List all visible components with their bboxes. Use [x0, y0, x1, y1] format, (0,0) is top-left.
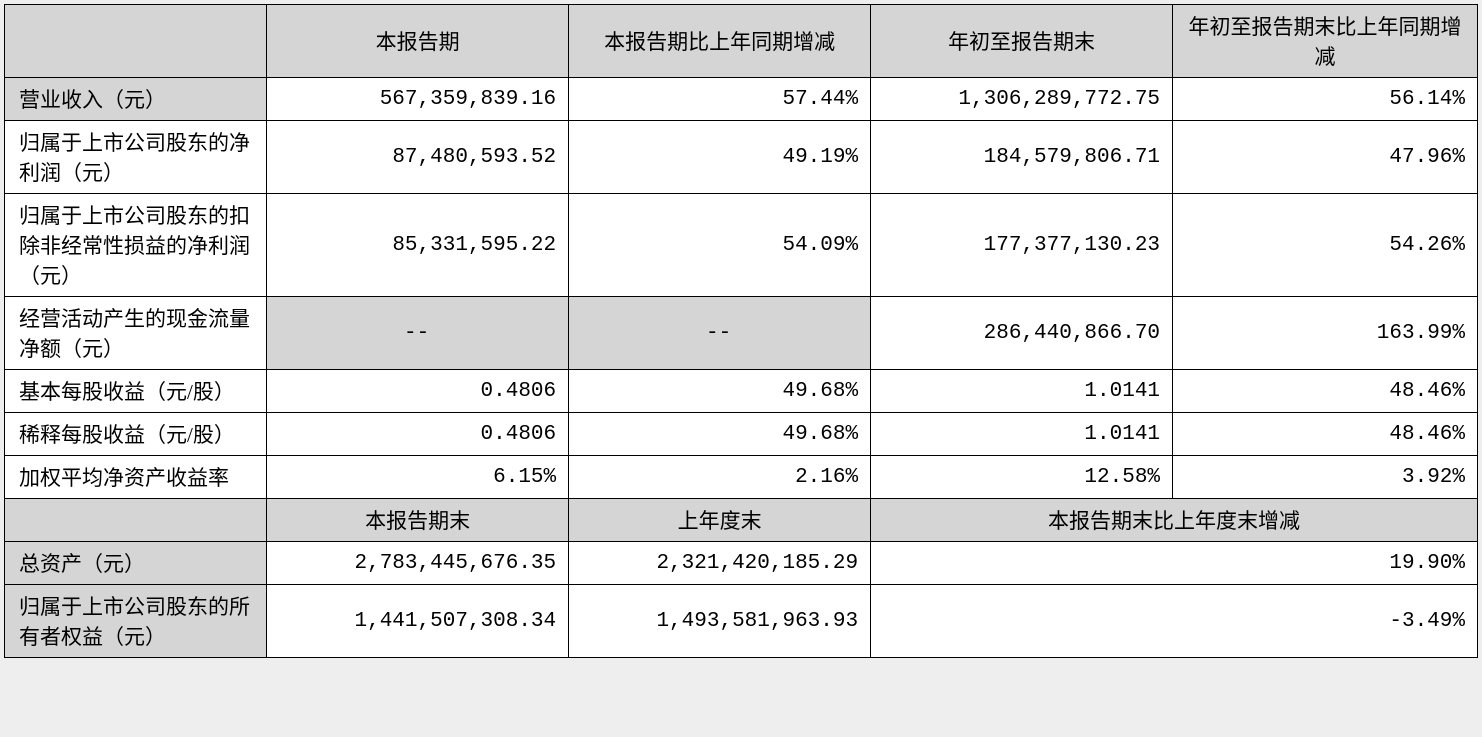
cell-value: 49.68% — [569, 413, 871, 456]
row-label: 营业收入（元） — [5, 78, 267, 121]
header-yoy-change: 本报告期比上年同期增减 — [569, 5, 871, 78]
cell-value: 567,359,839.16 — [267, 78, 569, 121]
cell-value: 49.68% — [569, 370, 871, 413]
cell-value: 286,440,866.70 — [871, 297, 1173, 370]
cell-value: 19.90% — [871, 542, 1478, 585]
cell-value: -- — [267, 297, 569, 370]
row-label: 总资产（元） — [5, 542, 267, 585]
header-prev-year-end: 上年度末 — [569, 499, 871, 542]
cell-value: 6.15% — [267, 456, 569, 499]
header-period-change: 本报告期末比上年度末增减 — [871, 499, 1478, 542]
table-row: 归属于上市公司股东的扣除非经常性损益的净利润（元） 85,331,595.22 … — [5, 194, 1478, 297]
cell-value: 1,306,289,772.75 — [871, 78, 1173, 121]
cell-value: 3.92% — [1173, 456, 1478, 499]
table-row: 加权平均净资产收益率 6.15% 2.16% 12.58% 3.92% — [5, 456, 1478, 499]
cell-value: 56.14% — [1173, 78, 1478, 121]
cell-value: 2,783,445,676.35 — [267, 542, 569, 585]
header-ytd-yoy: 年初至报告期末比上年同期增减 — [1173, 5, 1478, 78]
cell-value: -- — [569, 297, 871, 370]
table-row: 稀释每股收益（元/股） 0.4806 49.68% 1.0141 48.46% — [5, 413, 1478, 456]
header-period-end: 本报告期末 — [267, 499, 569, 542]
cell-value: 57.44% — [569, 78, 871, 121]
cell-value: 1,441,507,308.34 — [267, 585, 569, 658]
cell-value: 163.99% — [1173, 297, 1478, 370]
cell-value: 0.4806 — [267, 370, 569, 413]
table-header-row: 本报告期末 上年度末 本报告期末比上年度末增减 — [5, 499, 1478, 542]
cell-value: 85,331,595.22 — [267, 194, 569, 297]
table-row: 经营活动产生的现金流量净额（元） -- -- 286,440,866.70 16… — [5, 297, 1478, 370]
row-label: 归属于上市公司股东的净利润（元） — [5, 121, 267, 194]
row-label: 加权平均净资产收益率 — [5, 456, 267, 499]
cell-value: 87,480,593.52 — [267, 121, 569, 194]
row-label: 经营活动产生的现金流量净额（元） — [5, 297, 267, 370]
row-label: 归属于上市公司股东的所有者权益（元） — [5, 585, 267, 658]
header-blank — [5, 5, 267, 78]
header-current-period: 本报告期 — [267, 5, 569, 78]
header-blank — [5, 499, 267, 542]
cell-value: 177,377,130.23 — [871, 194, 1173, 297]
cell-value: 49.19% — [569, 121, 871, 194]
cell-value: 1.0141 — [871, 370, 1173, 413]
cell-value: 48.46% — [1173, 413, 1478, 456]
cell-value: 12.58% — [871, 456, 1173, 499]
table-row: 归属于上市公司股东的净利润（元） 87,480,593.52 49.19% 18… — [5, 121, 1478, 194]
cell-value: 1.0141 — [871, 413, 1173, 456]
cell-value: 0.4806 — [267, 413, 569, 456]
table-row: 总资产（元） 2,783,445,676.35 2,321,420,185.29… — [5, 542, 1478, 585]
cell-value: -3.49% — [871, 585, 1478, 658]
cell-value: 48.46% — [1173, 370, 1478, 413]
financial-data-table: 本报告期 本报告期比上年同期增减 年初至报告期末 年初至报告期末比上年同期增减 … — [4, 4, 1478, 658]
cell-value: 54.09% — [569, 194, 871, 297]
table-row: 归属于上市公司股东的所有者权益（元） 1,441,507,308.34 1,49… — [5, 585, 1478, 658]
table-row: 基本每股收益（元/股） 0.4806 49.68% 1.0141 48.46% — [5, 370, 1478, 413]
cell-value: 1,493,581,963.93 — [569, 585, 871, 658]
row-label: 基本每股收益（元/股） — [5, 370, 267, 413]
row-label: 稀释每股收益（元/股） — [5, 413, 267, 456]
cell-value: 2.16% — [569, 456, 871, 499]
cell-value: 184,579,806.71 — [871, 121, 1173, 194]
header-ytd: 年初至报告期末 — [871, 5, 1173, 78]
row-label: 归属于上市公司股东的扣除非经常性损益的净利润（元） — [5, 194, 267, 297]
table-row: 营业收入（元） 567,359,839.16 57.44% 1,306,289,… — [5, 78, 1478, 121]
cell-value: 47.96% — [1173, 121, 1478, 194]
cell-value: 2,321,420,185.29 — [569, 542, 871, 585]
cell-value: 54.26% — [1173, 194, 1478, 297]
table-header-row: 本报告期 本报告期比上年同期增减 年初至报告期末 年初至报告期末比上年同期增减 — [5, 5, 1478, 78]
